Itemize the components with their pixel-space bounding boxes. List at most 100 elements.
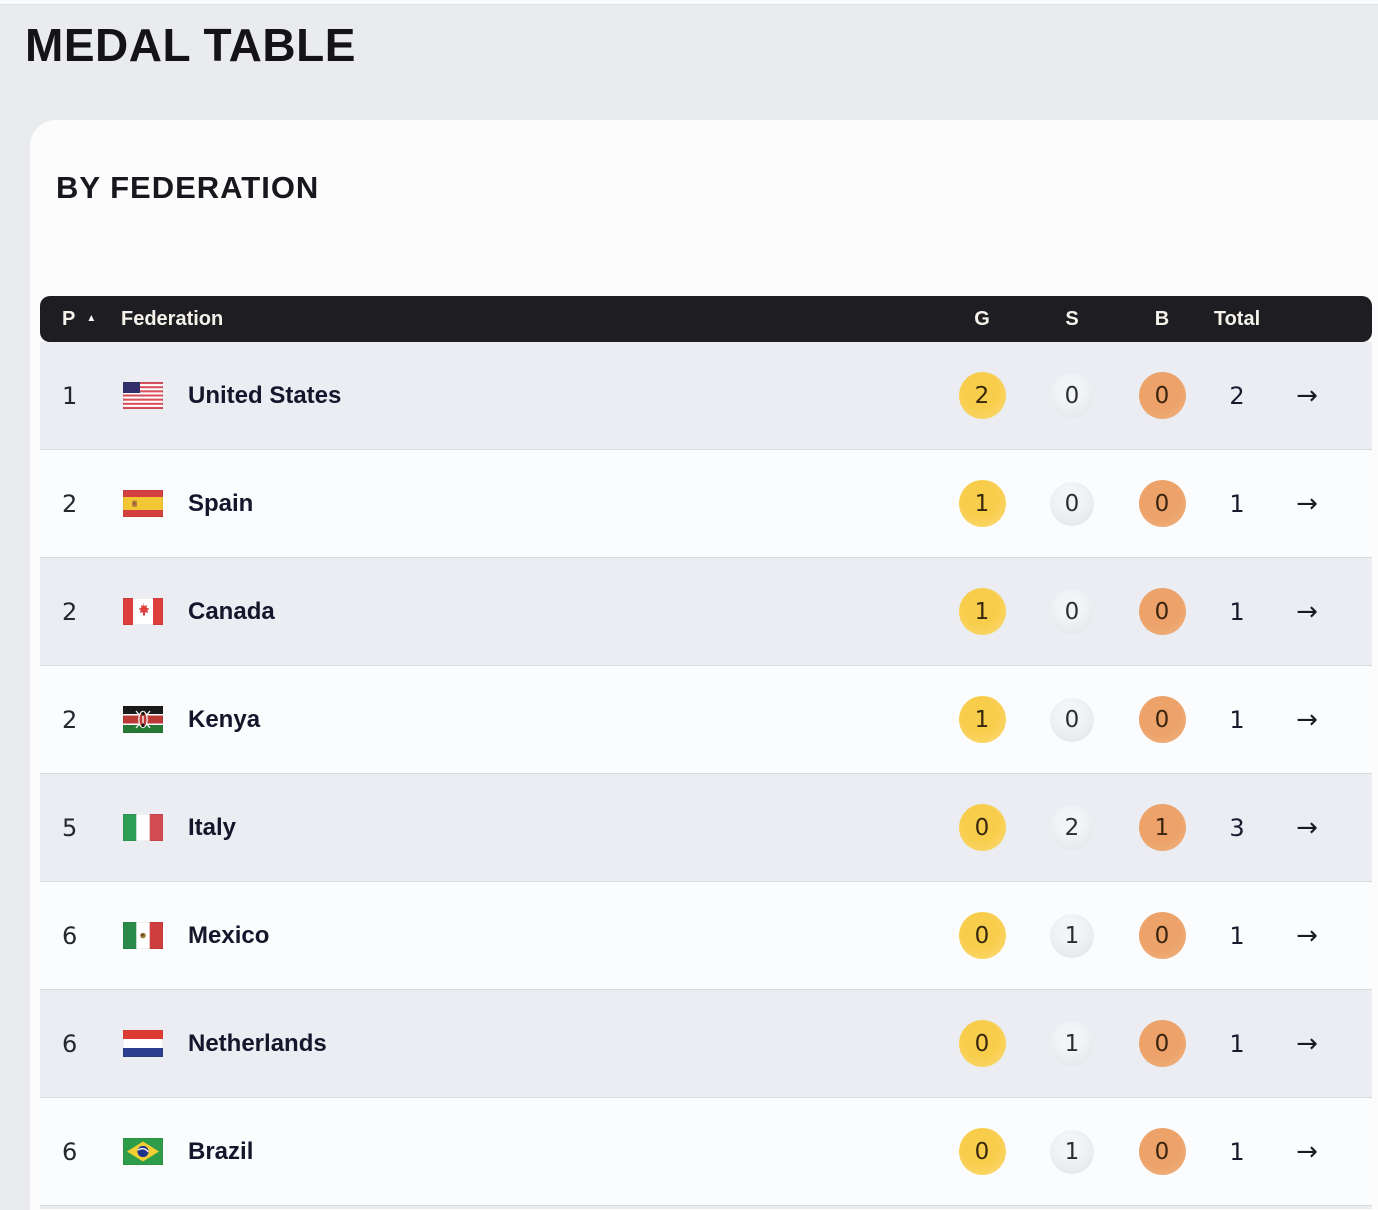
table-row[interactable]: 2 Canada 1 0 0 1 → — [40, 558, 1372, 666]
row-detail-arrow-icon[interactable]: → — [1296, 812, 1318, 843]
total-count: 1 — [1229, 705, 1245, 734]
bronze-count: 0 — [1154, 922, 1170, 949]
row-detail-arrow-icon[interactable]: → — [1296, 488, 1318, 519]
bronze-medal-badge: 0 — [1138, 696, 1186, 743]
country-flag-icon — [123, 1030, 163, 1057]
silver-medal-badge: 0 — [1050, 697, 1094, 742]
country-flag-icon — [123, 1138, 163, 1165]
row-detail-arrow-icon[interactable]: → — [1296, 1136, 1318, 1167]
federation-header-label: Federation — [121, 307, 224, 330]
gold-medal-badge: 1 — [958, 696, 1006, 743]
bronze-medal-badge: 0 — [1138, 588, 1186, 635]
gold-count: 2 — [974, 382, 990, 409]
medal-table-card: BY FEDERATION P ▲ Federation G S B Total — [30, 120, 1378, 1210]
table-row[interactable]: 5 Italy 0 2 1 3 → — [40, 774, 1372, 882]
rank-value: 2 — [62, 489, 78, 518]
row-detail-arrow-icon[interactable]: → — [1296, 1028, 1318, 1059]
bronze-count: 0 — [1154, 598, 1170, 625]
federation-name: Kenya — [188, 705, 261, 733]
federation-name: Spain — [188, 489, 254, 517]
federation-name: United States — [188, 381, 342, 409]
gold-medal-badge: 0 — [958, 1128, 1006, 1175]
total-count: 2 — [1229, 381, 1245, 410]
gold-medal-badge: 0 — [958, 1020, 1006, 1067]
federation-name: Italy — [188, 813, 237, 841]
total-count: 1 — [1229, 597, 1245, 626]
gold-count: 1 — [974, 706, 990, 733]
rank-value: 6 — [62, 1029, 78, 1058]
bronze-medal-badge: 1 — [1138, 804, 1186, 851]
gold-header-label: G — [974, 307, 990, 330]
silver-count: 1 — [1064, 1138, 1080, 1165]
gold-count: 1 — [974, 598, 990, 625]
rank-value: 2 — [62, 597, 78, 626]
bronze-count: 0 — [1154, 1030, 1170, 1057]
gold-count: 0 — [974, 1030, 990, 1057]
silver-medal-badge: 0 — [1050, 589, 1094, 634]
silver-count: 0 — [1064, 706, 1080, 733]
rank-value: 6 — [62, 921, 78, 950]
bronze-medal-badge: 0 — [1138, 1128, 1186, 1175]
card-heading: BY FEDERATION — [56, 170, 320, 205]
bronze-count: 0 — [1154, 382, 1170, 409]
table-row[interactable]: 6 Netherlands 0 1 0 1 → — [40, 990, 1372, 1098]
country-flag-icon — [123, 814, 163, 841]
bronze-header-label: B — [1154, 307, 1170, 330]
bronze-medal-badge: 0 — [1138, 912, 1186, 959]
silver-count: 0 — [1064, 382, 1080, 409]
bronze-medal-badge: 0 — [1138, 480, 1186, 527]
silver-medal-badge: 1 — [1050, 1129, 1094, 1174]
silver-count: 1 — [1064, 1030, 1080, 1057]
federation-name: Brazil — [188, 1137, 254, 1165]
table-row[interactable]: 2 Kenya 1 0 0 1 → — [40, 666, 1372, 774]
column-header-position[interactable]: P ▲ — [40, 307, 97, 331]
silver-medal-badge: 1 — [1050, 913, 1094, 958]
column-header-bronze[interactable]: B — [1117, 308, 1207, 331]
silver-header-label: S — [1065, 307, 1079, 330]
gold-medal-badge: 0 — [958, 804, 1006, 851]
federation-name: Netherlands — [188, 1029, 327, 1057]
silver-count: 0 — [1064, 490, 1080, 517]
silver-medal-badge: 0 — [1050, 373, 1094, 418]
position-header-label: P — [62, 307, 76, 330]
table-header-row: P ▲ Federation G S B Total — [40, 296, 1372, 342]
column-header-federation[interactable]: Federation — [95, 308, 937, 331]
silver-count: 1 — [1064, 922, 1080, 949]
row-detail-arrow-icon[interactable]: → — [1296, 704, 1318, 735]
bronze-count: 0 — [1154, 490, 1170, 517]
total-count: 1 — [1229, 1029, 1245, 1058]
total-count: 1 — [1229, 921, 1245, 950]
country-flag-icon — [123, 922, 163, 949]
total-count: 1 — [1229, 1137, 1245, 1166]
total-count: 1 — [1229, 489, 1245, 518]
row-detail-arrow-icon[interactable]: → — [1296, 596, 1318, 627]
bronze-count: 1 — [1154, 814, 1170, 841]
country-flag-icon — [123, 598, 163, 625]
sort-ascending-icon[interactable]: ▲ — [86, 313, 97, 324]
federation-name: Canada — [188, 597, 275, 625]
gold-count: 0 — [974, 1138, 990, 1165]
table-row[interactable]: 6 Brazil 0 1 0 1 → — [40, 1098, 1372, 1206]
column-header-total[interactable]: Total — [1207, 308, 1267, 331]
column-header-silver[interactable]: S — [1027, 308, 1117, 331]
gold-count: 0 — [974, 922, 990, 949]
gold-medal-badge: 0 — [958, 912, 1006, 959]
silver-medal-badge: 1 — [1050, 1021, 1094, 1066]
rank-value: 5 — [62, 813, 78, 842]
federation-medal-table: P ▲ Federation G S B Total 1 — [40, 296, 1372, 1209]
total-count: 3 — [1229, 813, 1245, 842]
page-title: MEDAL TABLE — [25, 19, 356, 71]
row-detail-arrow-icon[interactable]: → — [1296, 920, 1318, 951]
silver-count: 0 — [1064, 598, 1080, 625]
row-detail-arrow-icon[interactable]: → — [1296, 380, 1318, 411]
rank-value: 1 — [62, 381, 78, 410]
total-header-label: Total — [1213, 307, 1261, 330]
gold-medal-badge: 1 — [958, 480, 1006, 527]
table-row[interactable]: 1 United States 2 0 0 2 → — [40, 342, 1372, 450]
rank-value: 2 — [62, 705, 78, 734]
country-flag-icon — [123, 706, 163, 733]
column-header-gold[interactable]: G — [937, 308, 1027, 331]
country-flag-icon — [123, 490, 163, 517]
table-row[interactable]: 2 Spain 1 0 0 1 → — [40, 450, 1372, 558]
table-row[interactable]: 6 Mexico 0 1 0 1 → — [40, 882, 1372, 990]
